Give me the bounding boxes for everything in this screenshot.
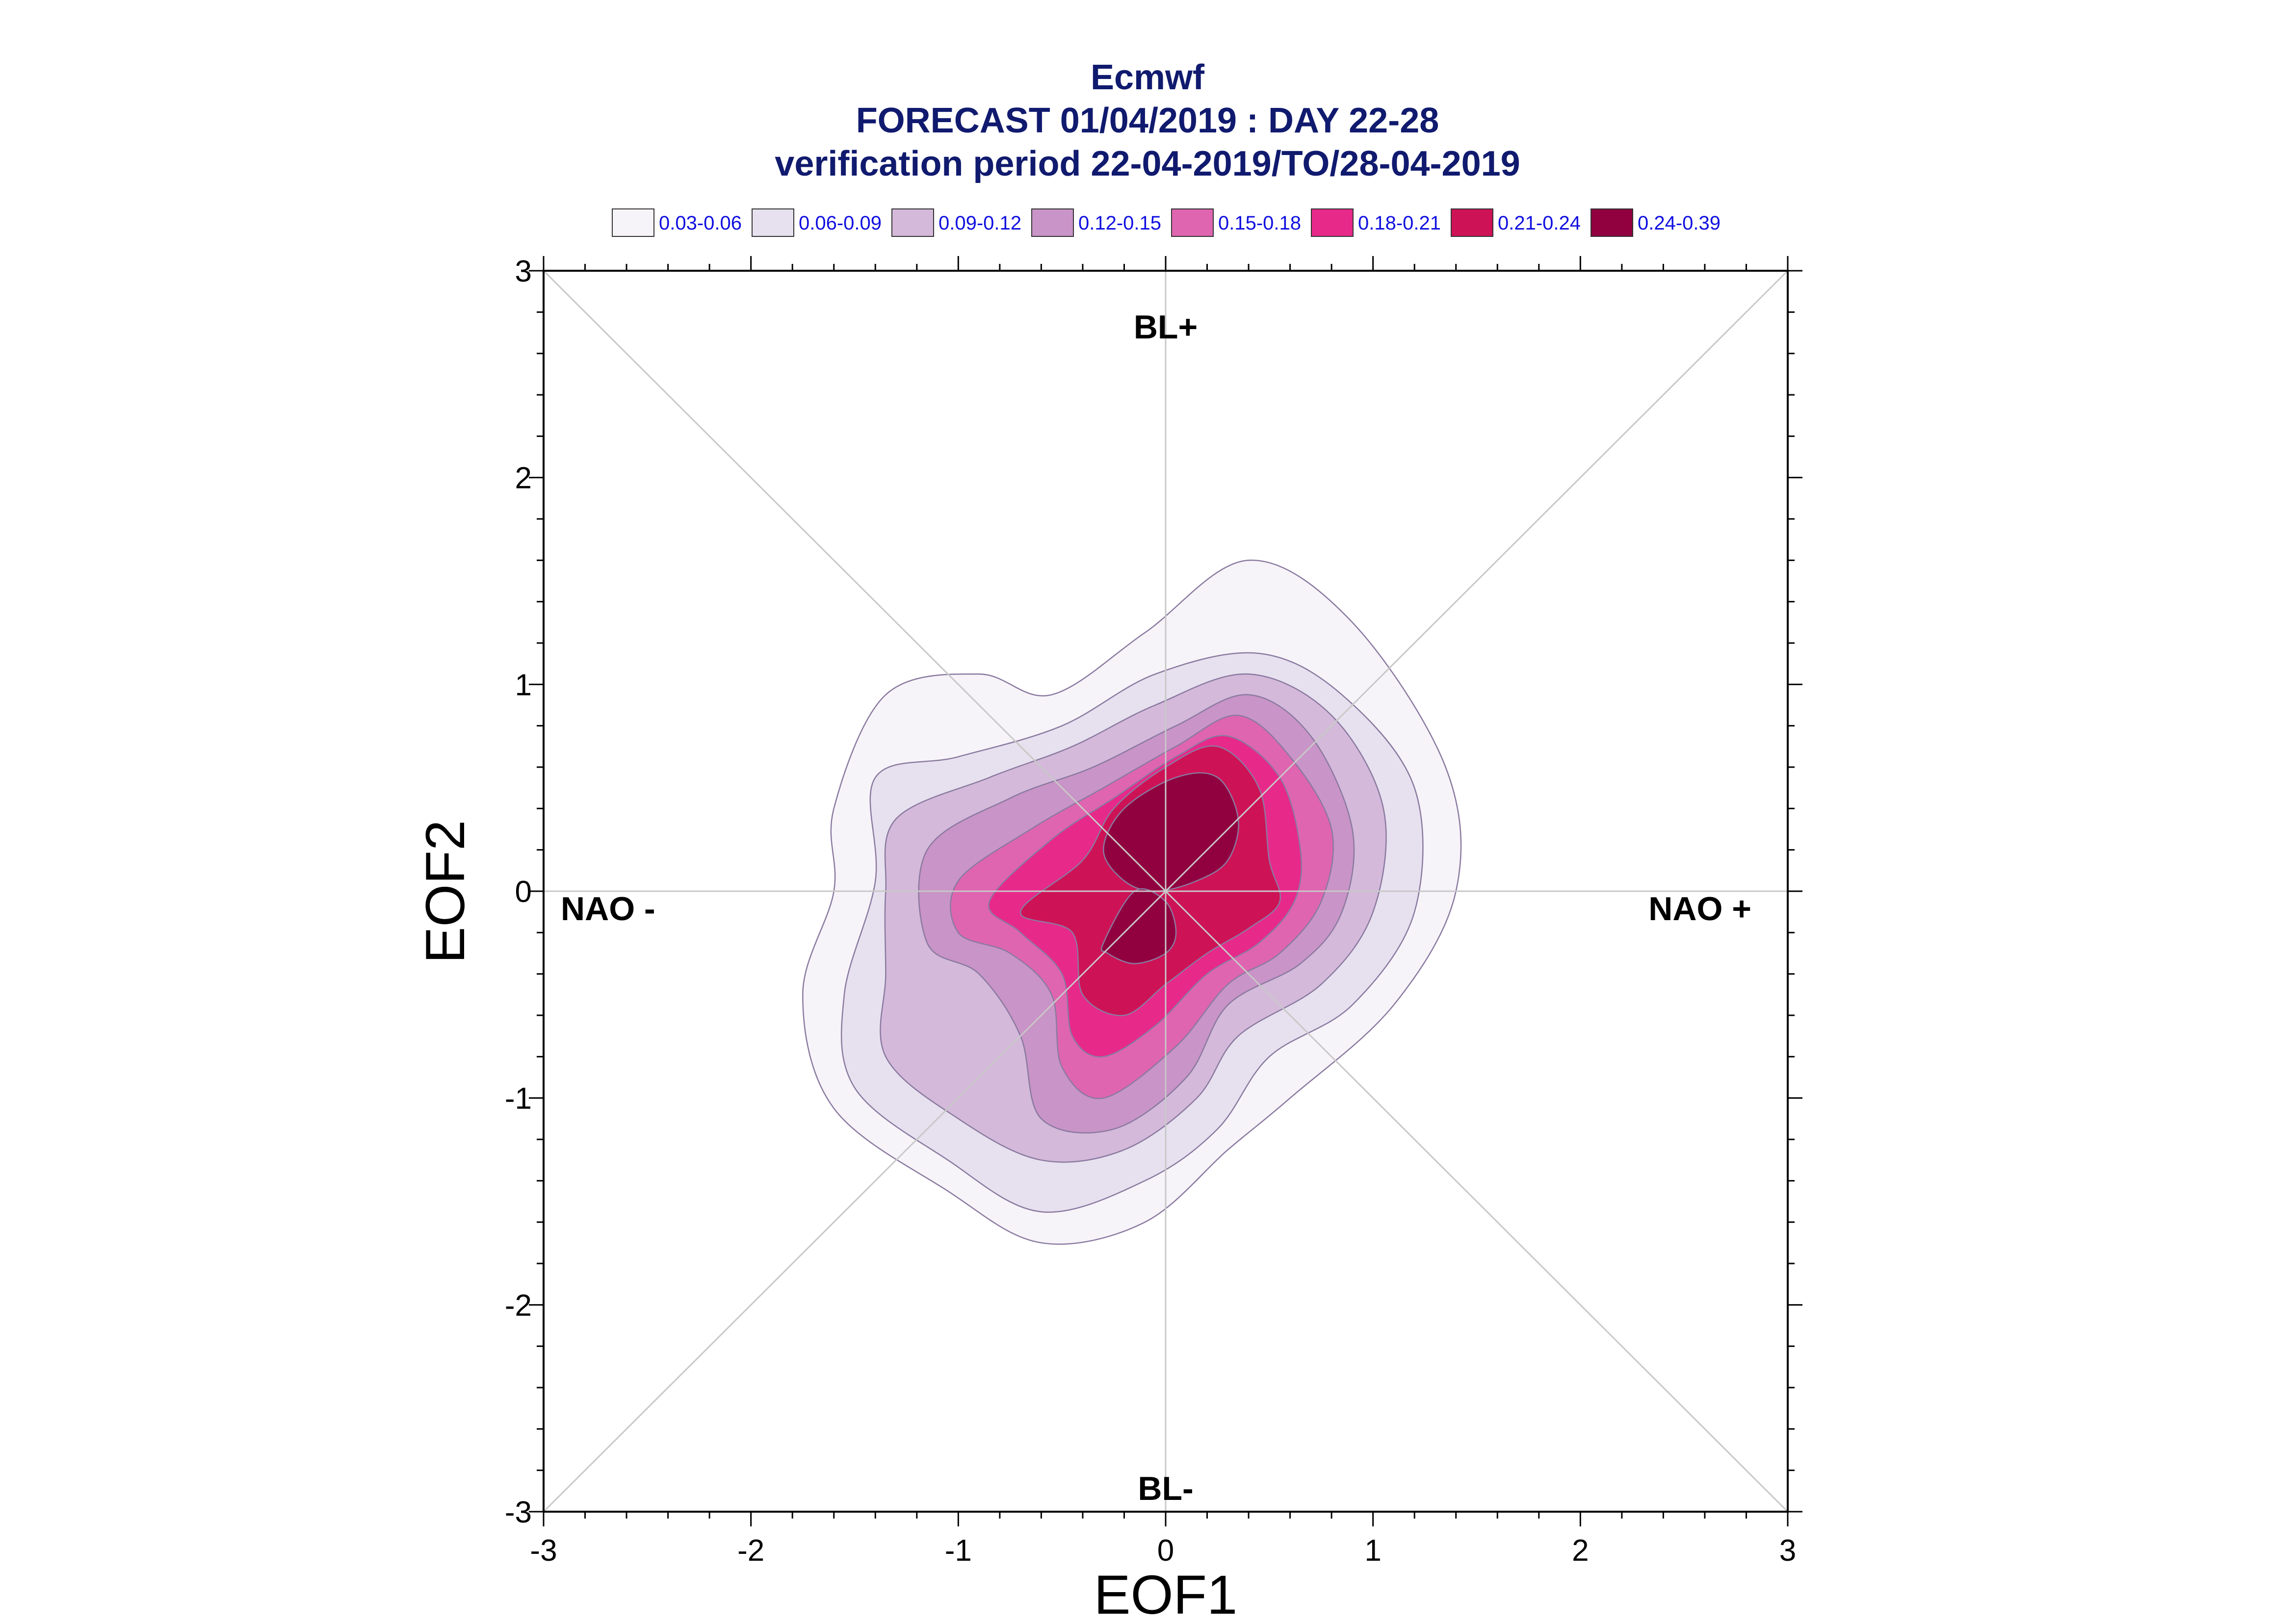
y-tick-label: -3 [505,1495,532,1529]
y-tick-label: 1 [515,668,532,702]
legend-label: 0.12-0.15 [1078,212,1161,234]
legend-item: 0.21-0.24 [1451,208,1581,237]
legend-item: 0.18-0.21 [1311,208,1441,237]
label-nao-minus: NAO - [561,890,655,928]
legend-item: 0.24-0.39 [1591,208,1721,237]
y-tick-label: -2 [505,1289,532,1322]
legend-swatch [1311,208,1354,237]
axis-ticks: -3 -2 -1 0 1 2 3 -3 -2 -1 0 1 2 3 [505,255,1802,1568]
legend-label: 0.18-0.21 [1358,212,1441,234]
legend-swatch [1451,208,1493,237]
x-tick-label: -2 [737,1534,764,1568]
y-tick-label: 0 [515,875,532,909]
x-axis-title: EOF1 [1094,1564,1238,1624]
label-bl-plus: BL+ [1134,309,1198,346]
legend-label: 0.24-0.39 [1638,212,1721,234]
legend: 0.03-0.06 0.06-0.09 0.09-0.12 0.12-0.15 0.15… [612,208,1721,237]
ref-line-diag-neg [543,270,1789,1513]
legend-item: 0.06-0.09 [752,208,882,237]
legend-label: 0.15-0.18 [1218,212,1301,234]
chart-title-line1: Ecmwf [1091,58,1205,97]
legend-swatch [752,208,794,237]
reference-lines [543,270,1789,1513]
y-tick-label: 2 [515,462,532,495]
x-tick-label: 3 [1779,1534,1796,1568]
x-tick-label: 1 [1364,1534,1381,1568]
y-axis-title: EOF2 [415,820,476,964]
legend-swatch [1031,208,1074,237]
y-tick-label: 3 [515,255,532,288]
label-bl-minus: BL- [1138,1470,1193,1507]
legend-label: 0.03-0.06 [659,212,742,234]
legend-swatch [1591,208,1633,237]
legend-swatch [1171,208,1214,237]
y-tick-label: -1 [505,1082,532,1116]
x-tick-label: 0 [1157,1534,1174,1568]
chart-title-line3: verification period 22-04-2019/TO/28-04-… [775,144,1520,183]
legend-item: 0.12-0.15 [1031,208,1161,237]
chart-title-line2: FORECAST 01/04/2019 : DAY 22-28 [856,101,1439,140]
legend-item: 0.03-0.06 [612,208,742,237]
label-nao-plus: NAO + [1648,890,1751,928]
x-tick-label: -1 [945,1534,972,1568]
x-tick-label: 2 [1572,1534,1589,1568]
legend-swatch [612,208,654,237]
plot-area: -3 -2 -1 0 1 2 3 -3 -2 -1 0 1 2 3 [505,255,1802,1568]
legend-item: 0.15-0.18 [1171,208,1301,237]
legend-item: 0.09-0.12 [891,208,1021,237]
legend-label: 0.06-0.09 [799,212,882,234]
legend-label: 0.21-0.24 [1498,212,1581,234]
legend-swatch [891,208,934,237]
x-tick-label: -3 [530,1534,557,1568]
density-contours [802,560,1462,1245]
legend-label: 0.09-0.12 [939,212,1021,234]
